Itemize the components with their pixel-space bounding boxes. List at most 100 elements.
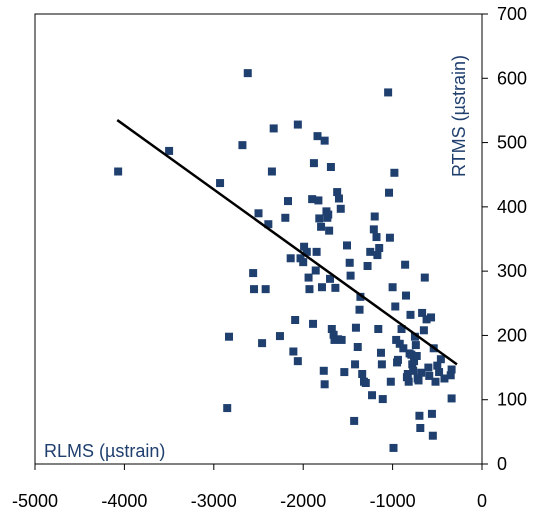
- data-point: [407, 350, 416, 359]
- data-point: [419, 326, 428, 335]
- data-point: [418, 308, 427, 317]
- data-point: [422, 315, 431, 324]
- data-point: [363, 262, 372, 270]
- data-point: [345, 258, 354, 267]
- data-point: [289, 347, 298, 356]
- x-tick-label: 0: [477, 491, 487, 511]
- data-point: [386, 377, 395, 386]
- data-point: [317, 222, 326, 231]
- data-point: [284, 197, 293, 206]
- data-point: [250, 285, 259, 294]
- data-point: [302, 247, 311, 256]
- data-point: [351, 360, 360, 369]
- data-point: [440, 374, 449, 383]
- data-point: [389, 443, 398, 452]
- data-point: [304, 273, 313, 282]
- data-point: [366, 247, 375, 256]
- data-point: [427, 313, 436, 322]
- data-point: [309, 159, 318, 168]
- y-axis-label: RTMS (µstrain): [449, 55, 469, 177]
- data-point: [409, 366, 418, 375]
- data-point: [446, 371, 455, 380]
- data-point: [395, 339, 404, 348]
- data-point: [425, 371, 434, 380]
- data-point: [340, 368, 349, 377]
- data-point: [317, 283, 326, 292]
- data-point: [299, 258, 308, 267]
- data-point: [311, 266, 320, 275]
- data-point: [428, 431, 437, 440]
- data-point: [269, 124, 278, 133]
- data-point: [309, 319, 318, 328]
- data-point: [417, 368, 426, 377]
- data-point: [369, 225, 378, 234]
- data-point: [376, 348, 385, 357]
- data-point: [355, 305, 364, 314]
- data-point: [315, 214, 324, 223]
- data-point: [350, 416, 359, 425]
- data-point: [414, 376, 423, 385]
- data-point: [216, 179, 225, 188]
- data-point: [435, 368, 444, 377]
- data-point: [325, 226, 334, 235]
- y-tick-label: 500: [497, 133, 527, 153]
- y-tick-label: 400: [497, 197, 527, 217]
- data-point: [370, 212, 379, 221]
- data-point: [249, 269, 258, 278]
- data-point: [420, 273, 429, 282]
- x-tick-label: -1000: [370, 491, 416, 511]
- data-point: [293, 357, 302, 366]
- data-point: [319, 366, 328, 375]
- data-point: [356, 292, 365, 301]
- x-tick-label: -3000: [191, 491, 237, 511]
- plot-frame: [34, 13, 483, 465]
- data-point: [372, 233, 381, 242]
- data-point: [254, 209, 263, 218]
- data-point: [404, 377, 413, 386]
- data-point: [313, 132, 322, 141]
- data-point: [281, 213, 290, 222]
- data-point: [331, 283, 340, 292]
- data-point: [416, 424, 425, 432]
- data-point: [336, 204, 345, 213]
- data-point: [275, 332, 284, 341]
- x-tick-label: -4000: [101, 491, 147, 511]
- data-point: [320, 380, 329, 389]
- data-point: [397, 325, 406, 333]
- data-point: [286, 254, 295, 263]
- x-tick-label: -5000: [12, 491, 58, 511]
- x-axis-label: RLMS (µstrain): [44, 441, 165, 461]
- y-tick-label: 0: [497, 454, 507, 474]
- data-point: [165, 146, 174, 155]
- data-point: [411, 341, 420, 350]
- data-point: [258, 339, 267, 348]
- data-point: [305, 285, 314, 294]
- data-point: [291, 316, 300, 324]
- data-point: [403, 370, 412, 378]
- trend-line: [116, 119, 458, 366]
- y-tick-label: 700: [497, 4, 527, 24]
- data-point: [326, 274, 335, 283]
- data-point: [410, 357, 419, 366]
- x-axis-ticks: -5000 -4000 -3000 -2000 -1000 0: [12, 464, 487, 511]
- data-point: [374, 325, 383, 333]
- y-tick-label: 600: [497, 68, 527, 88]
- data-point: [393, 355, 402, 364]
- data-point: [224, 332, 233, 341]
- data-point: [401, 260, 410, 269]
- data-point: [447, 365, 456, 374]
- data-point: [312, 247, 321, 256]
- data-point: [329, 330, 338, 339]
- data-point: [433, 361, 442, 370]
- data-point: [300, 242, 309, 251]
- data-point: [399, 344, 408, 353]
- data-point: [361, 379, 370, 387]
- data-point: [424, 363, 433, 372]
- data-point: [326, 163, 335, 171]
- data-point: [320, 136, 329, 145]
- data-points: [114, 69, 456, 452]
- data-point: [264, 220, 273, 229]
- data-point: [388, 283, 397, 292]
- data-point: [293, 120, 302, 129]
